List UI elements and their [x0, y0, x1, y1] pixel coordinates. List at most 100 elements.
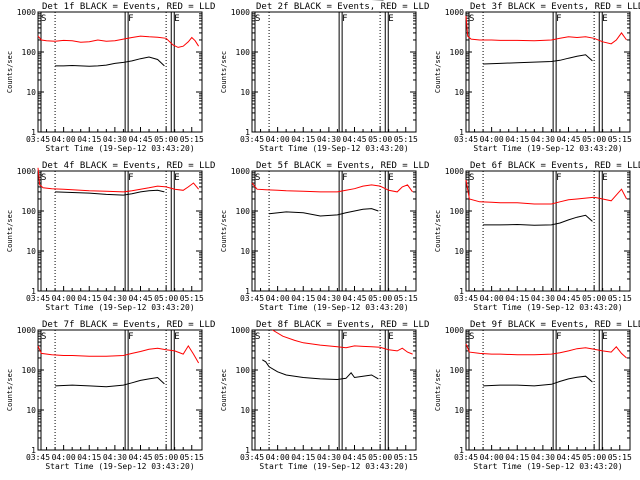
- x-tick-label: 05:00: [582, 135, 606, 144]
- x-tick-label: 05:15: [608, 135, 632, 144]
- y-tick-label: 100: [22, 48, 37, 57]
- x-tick-label: 04:30: [531, 294, 555, 303]
- x-tick-label: 04:30: [317, 135, 341, 144]
- y-tick-label: 10: [240, 88, 250, 97]
- events-series-line: [483, 214, 593, 226]
- interval-label: E: [388, 332, 393, 342]
- x-tick-label: 04:00: [52, 135, 76, 144]
- x-tick-label: 05:00: [154, 294, 178, 303]
- x-tick-label: 04:30: [531, 453, 555, 462]
- interval-label: E: [602, 173, 607, 183]
- panel-4: Det 4f BLACK = Events, RED = LLD S F E 1 10 10…: [6, 161, 215, 312]
- x-tick-label: 04:45: [128, 135, 152, 144]
- y-axis-label: Counts/sec: [220, 51, 228, 93]
- interval-label: E: [388, 14, 393, 24]
- x-tick-label: 04:00: [266, 453, 290, 462]
- y-tick-label: 100: [236, 207, 251, 216]
- x-axis-label: Start Time (19-Sep-12 03:43:20): [473, 462, 622, 471]
- interval-label: E: [174, 14, 179, 24]
- x-tick-label: 04:00: [480, 135, 504, 144]
- x-tick-label: 05:00: [582, 294, 606, 303]
- y-tick-label: 1: [459, 128, 464, 137]
- x-tick-label: 04:00: [480, 453, 504, 462]
- lld-series-line: [465, 179, 628, 205]
- x-tick-label: 04:15: [505, 453, 529, 462]
- y-axis-label: Counts/sec: [220, 210, 228, 252]
- events-series-line: [483, 375, 593, 387]
- x-tick-label: 05:00: [582, 453, 606, 462]
- x-tick-label: 05:00: [368, 294, 392, 303]
- x-tick-label: 04:00: [52, 294, 76, 303]
- panel-1: Det 1f BLACK = Events, RED = LLD S F E 1 10 10…: [6, 2, 215, 153]
- y-tick-label: 1: [459, 446, 464, 455]
- x-tick-label: 03:45: [240, 453, 264, 462]
- interval-label: S: [255, 332, 260, 342]
- panel-title: Det 7f BLACK = Events, RED = LLD: [42, 320, 215, 330]
- interval-label: S: [255, 173, 260, 183]
- y-tick-label: 1000: [231, 167, 250, 176]
- panel-title: Det 2f BLACK = Events, RED = LLD: [256, 2, 429, 12]
- lld-series-line: [465, 343, 627, 359]
- events-series-line: [55, 376, 165, 388]
- x-tick-label: 04:15: [77, 135, 101, 144]
- x-tick-label: 04:15: [77, 453, 101, 462]
- x-tick-label: 04:15: [291, 294, 315, 303]
- x-tick-label: 05:00: [154, 453, 178, 462]
- panel-5: Det 5f BLACK = Events, RED = LLD S F E 1 10 10…: [220, 161, 429, 312]
- x-tick-label: 04:00: [266, 135, 290, 144]
- interval-label: E: [174, 332, 179, 342]
- y-tick-label: 1000: [17, 326, 36, 335]
- panel-2: Det 2f BLACK = Events, RED = LLD S F E 1 10 10…: [220, 0, 429, 153]
- interval-label: S: [469, 173, 474, 183]
- panel-title: Det 1f BLACK = Events, RED = LLD: [42, 2, 215, 12]
- x-axis-label: Start Time (19-Sep-12 03:43:20): [45, 144, 194, 153]
- x-tick-label: 04:00: [480, 294, 504, 303]
- x-tick-label: 04:30: [103, 135, 127, 144]
- plot-frame: [251, 11, 417, 133]
- x-tick-label: 04:15: [291, 135, 315, 144]
- y-tick-label: 100: [450, 207, 465, 216]
- x-tick-label: 04:30: [317, 294, 341, 303]
- x-axis-label: Start Time (19-Sep-12 03:43:20): [259, 144, 408, 153]
- panel-6: Det 6f BLACK = Events, RED = LLD S F E 1 10 10…: [434, 161, 640, 312]
- x-axis-label: Start Time (19-Sep-12 03:43:20): [259, 303, 408, 312]
- panel-title: Det 3f BLACK = Events, RED = LLD: [470, 2, 640, 12]
- x-tick-label: 03:45: [240, 294, 264, 303]
- panel-3: Det 3f BLACK = Events, RED = LLD S F E 1 10 10…: [434, 2, 640, 153]
- interval-label: F: [556, 332, 561, 342]
- y-tick-label: 10: [26, 406, 36, 415]
- plot-frame: [37, 11, 203, 133]
- x-tick-label: 04:45: [128, 294, 152, 303]
- x-tick-label: 04:45: [556, 135, 580, 144]
- y-tick-label: 1: [245, 287, 250, 296]
- x-tick-label: 05:00: [368, 453, 392, 462]
- lld-series-line: [465, 15, 628, 45]
- y-tick-label: 100: [450, 366, 465, 375]
- y-tick-label: 1: [245, 128, 250, 137]
- interval-label: E: [174, 173, 179, 183]
- x-tick-label: 04:30: [103, 294, 127, 303]
- x-axis-label: Start Time (19-Sep-12 03:43:20): [45, 303, 194, 312]
- y-tick-label: 10: [240, 406, 250, 415]
- y-tick-label: 10: [454, 406, 464, 415]
- panel-title: Det 5f BLACK = Events, RED = LLD: [256, 161, 429, 171]
- interval-label: S: [41, 14, 46, 24]
- plot-frame: [251, 170, 417, 292]
- plot-frame: [251, 329, 417, 451]
- x-tick-label: 04:15: [291, 453, 315, 462]
- y-axis-label: Counts/sec: [434, 210, 442, 252]
- y-tick-label: 100: [236, 366, 251, 375]
- y-axis-label: Counts/sec: [434, 51, 442, 93]
- panel-title: Det 6f BLACK = Events, RED = LLD: [470, 161, 640, 171]
- y-tick-label: 10: [240, 247, 250, 256]
- y-tick-label: 1000: [445, 167, 464, 176]
- interval-label: F: [128, 173, 133, 183]
- x-tick-label: 05:15: [608, 294, 632, 303]
- lld-series-line: [272, 329, 413, 355]
- x-tick-label: 05:15: [180, 453, 204, 462]
- x-tick-label: 03:45: [26, 135, 50, 144]
- panel-title: Det 4f BLACK = Events, RED = LLD: [42, 161, 215, 171]
- lld-series-line: [37, 344, 200, 364]
- x-tick-label: 04:30: [531, 135, 555, 144]
- x-tick-label: 04:00: [52, 453, 76, 462]
